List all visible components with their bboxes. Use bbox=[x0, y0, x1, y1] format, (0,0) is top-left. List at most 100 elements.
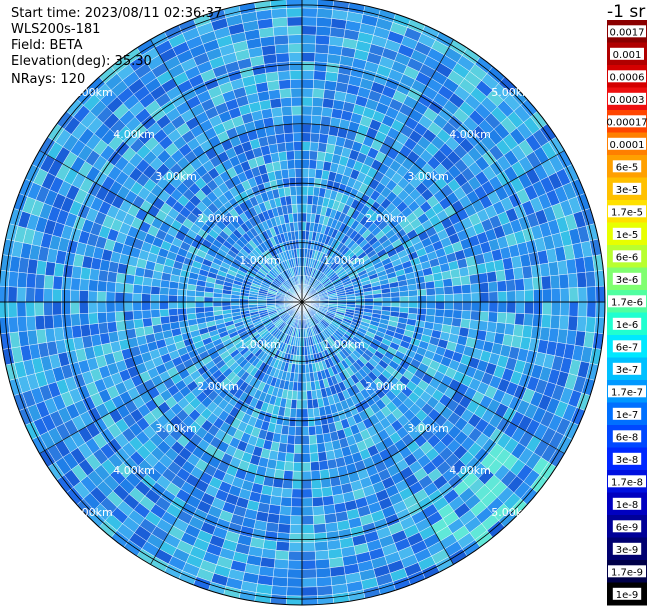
range-gate-cell bbox=[549, 314, 561, 330]
range-gate-cell bbox=[239, 301, 249, 306]
range-gate-cell bbox=[399, 301, 410, 308]
range-gate-cell bbox=[62, 264, 74, 279]
range-gate-cell bbox=[301, 105, 313, 116]
colorbar-tick-label: 1e-9 bbox=[616, 590, 639, 601]
range-gate-cell bbox=[105, 281, 117, 293]
range-gate-cell bbox=[272, 477, 284, 489]
range-gate-cell bbox=[297, 372, 303, 383]
range-gate-cell bbox=[301, 52, 316, 62]
range-gate-cell bbox=[321, 486, 333, 498]
range-gate-cell bbox=[221, 301, 232, 307]
colorbar-tick-label: 0.0017 bbox=[610, 27, 645, 38]
range-ring-label: 5.00km bbox=[71, 506, 113, 519]
range-gate-cell bbox=[461, 301, 472, 312]
range-gate-cell bbox=[301, 550, 316, 561]
range-gate-cell bbox=[268, 89, 281, 100]
range-gate-cell bbox=[325, 71, 339, 83]
range-gate-cell bbox=[298, 239, 303, 249]
range-gate-cell bbox=[585, 316, 596, 333]
range-gate-cell bbox=[381, 301, 392, 307]
range-gate-cell bbox=[142, 276, 153, 287]
range-gate-cell bbox=[512, 266, 524, 280]
colorbar-tick-label: 0.0006 bbox=[610, 72, 645, 83]
colorbar-tick-label: 1e-6 bbox=[616, 320, 639, 331]
range-gate-cell bbox=[141, 284, 152, 295]
range-ring-label: 4.00km bbox=[449, 128, 491, 141]
range-gate-cell bbox=[290, 506, 303, 517]
range-gate-cell bbox=[301, 506, 314, 517]
range-gate-cell bbox=[301, 461, 312, 472]
range-gate-cell bbox=[325, 521, 339, 533]
colorbar-tick-label: 3e-5 bbox=[616, 185, 639, 196]
range-gate-cell bbox=[541, 275, 552, 290]
range-gate-cell bbox=[301, 515, 314, 526]
range-gate-cell bbox=[311, 487, 323, 499]
range-gate-cell bbox=[310, 132, 320, 143]
range-gate-cell bbox=[114, 301, 125, 313]
range-gate-cell bbox=[282, 114, 293, 125]
range-gate-cell bbox=[292, 461, 303, 472]
range-gate-cell bbox=[586, 301, 597, 318]
range-gate-cell bbox=[301, 542, 316, 552]
range-gate-cell bbox=[292, 212, 299, 223]
range-gate-cell bbox=[530, 325, 542, 340]
range-gate-cell bbox=[477, 320, 489, 332]
range-gate-cell bbox=[523, 313, 534, 327]
range-gate-cell bbox=[313, 70, 327, 81]
range-gate-cell bbox=[301, 364, 306, 374]
range-gate-cell bbox=[70, 301, 80, 315]
range-gate-cell bbox=[577, 301, 588, 318]
range-gate-cell bbox=[278, 514, 292, 525]
range-gate-cell bbox=[212, 301, 223, 307]
range-gate-cell bbox=[487, 281, 499, 293]
range-gate-cell bbox=[80, 266, 92, 280]
range-gate-cell bbox=[285, 0, 303, 9]
range-gate-cell bbox=[52, 275, 63, 290]
range-gate-cell bbox=[271, 8, 288, 19]
range-gate-cell bbox=[425, 308, 436, 317]
range-gate-cell bbox=[495, 269, 507, 282]
range-gate-cell bbox=[96, 301, 107, 313]
range-gate-cell bbox=[305, 381, 312, 392]
range-gate-cell bbox=[417, 295, 428, 303]
range-gate-cell bbox=[434, 308, 445, 318]
range-gate-cell bbox=[277, 523, 291, 534]
range-gate-cell bbox=[97, 312, 108, 324]
range-gate-cell bbox=[89, 268, 100, 281]
range-gate-cell bbox=[301, 61, 315, 71]
range-gate-cell bbox=[306, 390, 313, 401]
range-gate-cell bbox=[479, 301, 490, 313]
range-ring-label: 4.00km bbox=[449, 464, 491, 477]
colorbar-tick-label: 1e-7 bbox=[616, 410, 639, 421]
range-gate-cell bbox=[495, 322, 507, 335]
range-gate-cell bbox=[312, 79, 326, 90]
range-gate-cell bbox=[308, 434, 318, 445]
range-gate-cell bbox=[203, 306, 214, 313]
range-gate-cell bbox=[289, 524, 303, 534]
range-gate-cell bbox=[159, 286, 170, 296]
range-ring-label: 1.00km bbox=[239, 254, 281, 267]
colorbar-tick-label: 3e-8 bbox=[616, 455, 639, 466]
range-gate-cell bbox=[287, 425, 296, 436]
range-gate-cell bbox=[533, 301, 543, 315]
range-gate-cell bbox=[576, 271, 588, 288]
range-gate-cell bbox=[277, 70, 291, 81]
range-gate-cell bbox=[550, 288, 561, 303]
range-gate-cell bbox=[434, 286, 445, 296]
range-gate-cell bbox=[177, 307, 188, 316]
range-gate-cell bbox=[441, 270, 452, 280]
range-gate-cell bbox=[96, 291, 107, 303]
range-gate-cell bbox=[505, 312, 516, 325]
range-gate-cell bbox=[307, 177, 316, 188]
range-gate-cell bbox=[301, 533, 315, 543]
range-gate-cell bbox=[301, 16, 318, 27]
range-gate-cell bbox=[408, 307, 418, 315]
range-gate-cell bbox=[203, 296, 214, 303]
range-gate-cell bbox=[310, 123, 321, 134]
range-gate-cell bbox=[408, 301, 419, 309]
range-gate-cell bbox=[105, 291, 116, 303]
range-gate-cell bbox=[315, 34, 331, 46]
range-gate-cell bbox=[307, 186, 315, 196]
range-gate-cell bbox=[301, 203, 308, 214]
colorbar-tick-label: 3e-6 bbox=[616, 275, 639, 286]
